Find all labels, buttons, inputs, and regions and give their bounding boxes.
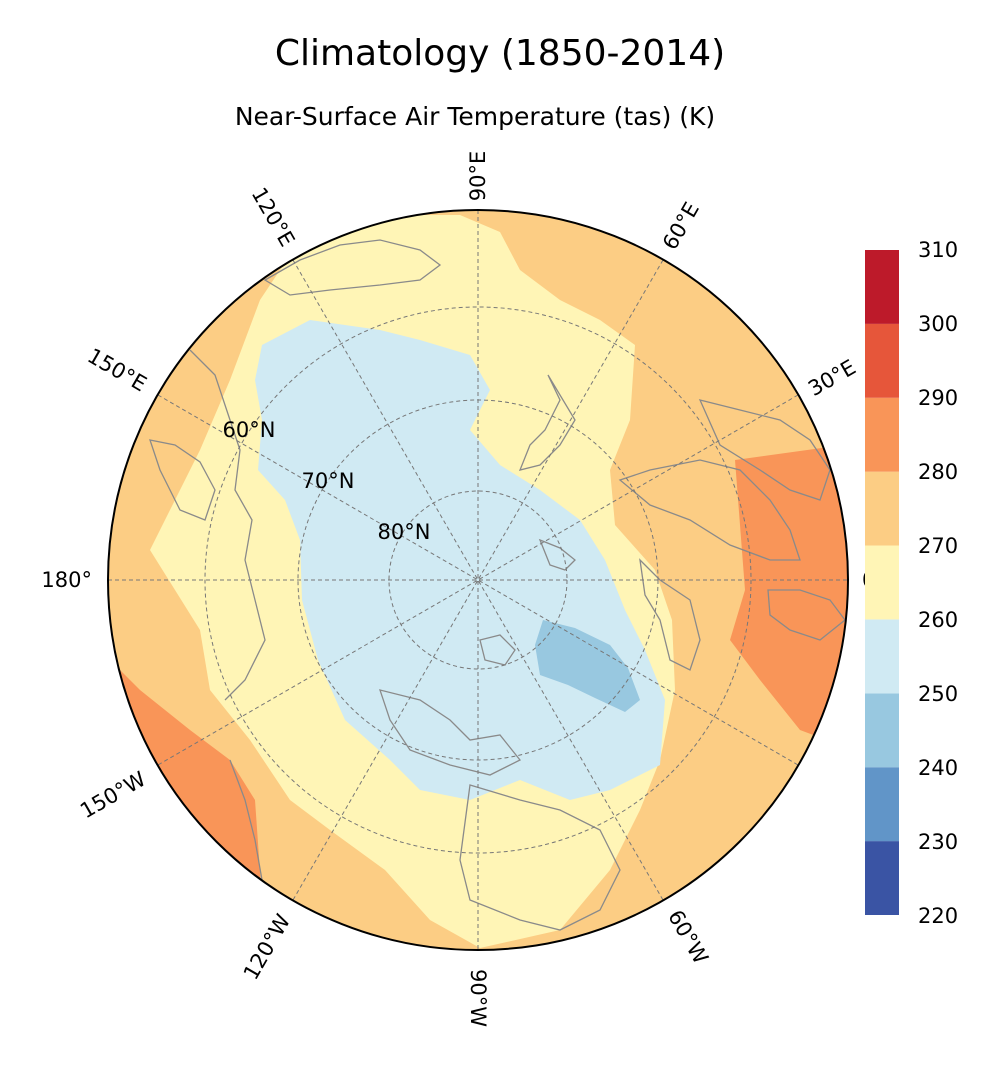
latitude-labels: 60°N 70°N 80°N (223, 418, 431, 544)
lon-label-90W: 90°W (466, 969, 490, 1027)
colorbar-swatch (865, 250, 899, 324)
colorbar-tick-label: 230 (918, 830, 959, 854)
gridline-meridian-60E-120W (292, 259, 664, 901)
map-boundary (107, 209, 849, 951)
coastlines (149, 239, 846, 931)
gridlines (108, 210, 848, 950)
colorbar-swatch (865, 619, 899, 694)
colorbar-swatch (865, 323, 899, 398)
colorbar-tick-label: 260 (918, 608, 959, 632)
colorbar-tick-label: 270 (918, 534, 959, 558)
gridline-meridian-30E-150W (157, 394, 799, 766)
lon-label-150E: 150°E (83, 344, 150, 397)
lon-label-60E: 60°E (658, 198, 704, 254)
lon-label-120E: 120°E (247, 183, 300, 250)
colorbar-tick-label: 310 (918, 238, 959, 262)
colorbar-tick-label: 250 (918, 682, 959, 706)
gridline-meridian-150E-30W (157, 394, 799, 766)
colorbar-swatch (865, 841, 899, 915)
lon-label-150W: 150°W (76, 767, 150, 824)
lon-label-30E: 30°E (804, 355, 860, 401)
lon-label-60W: 60°W (663, 906, 713, 968)
colorbar-tick-label: 220 (918, 904, 959, 928)
colorbar-tick-label: 290 (918, 386, 959, 410)
figure-subtitle: Near-Surface Air Temperature (tas) (K) (234, 102, 716, 131)
figure-title: Climatology (1850-2014) (274, 33, 726, 74)
colorbar-tick-label: 240 (918, 756, 959, 780)
colorbar-swatch (865, 545, 899, 620)
gridline-meridian-120E-60W (292, 259, 664, 901)
colorbar-swatch (865, 767, 899, 842)
colorbar-swatch (865, 693, 899, 768)
field-240-250 (535, 620, 640, 712)
colorbar-tick-label: 280 (918, 460, 959, 484)
colorbar (865, 250, 899, 915)
lon-label-120W: 120°W (239, 910, 296, 984)
colorbar-swatch (865, 397, 899, 472)
colorbar-tick-label: 300 (918, 312, 959, 336)
lon-label-90E: 90°E (466, 151, 490, 202)
lon-label-180: 180° (41, 568, 92, 592)
lat-label-60N: 60°N (223, 418, 276, 442)
gridline-60N (204, 306, 752, 854)
lat-label-70N: 70°N (302, 469, 355, 493)
colorbar-swatch (865, 471, 899, 546)
lat-label-80N: 80°N (378, 520, 431, 544)
